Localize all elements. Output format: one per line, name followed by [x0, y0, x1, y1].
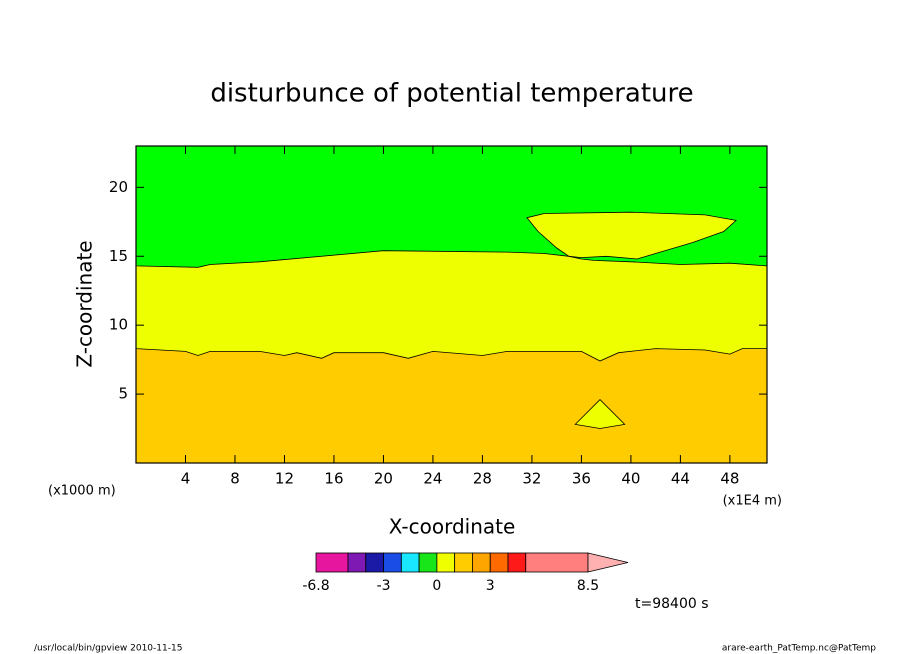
x-tick-label: 48 — [720, 470, 739, 488]
colorbar-tick-label: 0 — [432, 578, 441, 594]
x-tick-label: 4 — [181, 470, 191, 488]
colorbar-box — [489, 552, 509, 573]
colorbar-box — [525, 552, 589, 573]
colorbar-box — [365, 552, 384, 573]
contour-fill — [574, 399, 626, 429]
colorbar-tick-label: 8.5 — [577, 578, 599, 594]
y-tick-label: 20 — [109, 178, 128, 196]
time-label: t=98400 s — [635, 596, 709, 612]
footer-left: /usr/local/bin/gpview 2010-11-15 — [34, 644, 182, 654]
colorbar-tick-label: 3 — [486, 578, 495, 594]
chart-title: disturbunce of potential temperature — [210, 79, 693, 109]
x-tick-label: 12 — [275, 470, 294, 488]
colorbar-box — [400, 552, 420, 573]
y-tick-label: 5 — [118, 385, 128, 403]
x-tick-label: 32 — [522, 470, 541, 488]
contour-fill — [526, 211, 737, 260]
colorbar-box — [454, 552, 473, 573]
x-unit-right: (x1E4 m) — [723, 494, 782, 509]
colorbar-tick-label: -6.8 — [302, 578, 329, 594]
x-unit-left: (x1000 m) — [48, 484, 116, 499]
x-tick-label: 44 — [671, 470, 690, 488]
colorbar-box — [315, 552, 349, 573]
y-tick-label: 10 — [109, 316, 128, 334]
y-tick-label: 15 — [109, 247, 128, 265]
colorbar-box — [436, 552, 456, 573]
x-tick-label: 20 — [374, 470, 393, 488]
x-tick-label: 8 — [230, 470, 240, 488]
colorbar-extend — [587, 552, 629, 573]
x-tick-label: 40 — [621, 470, 640, 488]
x-tick-label: 16 — [324, 470, 343, 488]
x-axis-label: X-coordinate — [389, 515, 516, 539]
colorbar-box — [347, 552, 367, 573]
colorbar-box — [383, 552, 402, 573]
footer-right: arare-earth_PatTemp.nc@PatTemp — [722, 644, 876, 654]
colorbar-box — [507, 552, 527, 573]
x-tick-label: 24 — [423, 470, 442, 488]
contour-fill — [135, 145, 768, 268]
colorbar-tick-label: -3 — [377, 578, 391, 594]
x-tick-label: 36 — [572, 470, 591, 488]
y-axis-label: Z-coordinate — [73, 240, 97, 367]
x-tick-label: 28 — [473, 470, 492, 488]
plot-frame — [135, 145, 768, 464]
colorbar-box — [418, 552, 438, 573]
colorbar-box — [472, 552, 491, 573]
